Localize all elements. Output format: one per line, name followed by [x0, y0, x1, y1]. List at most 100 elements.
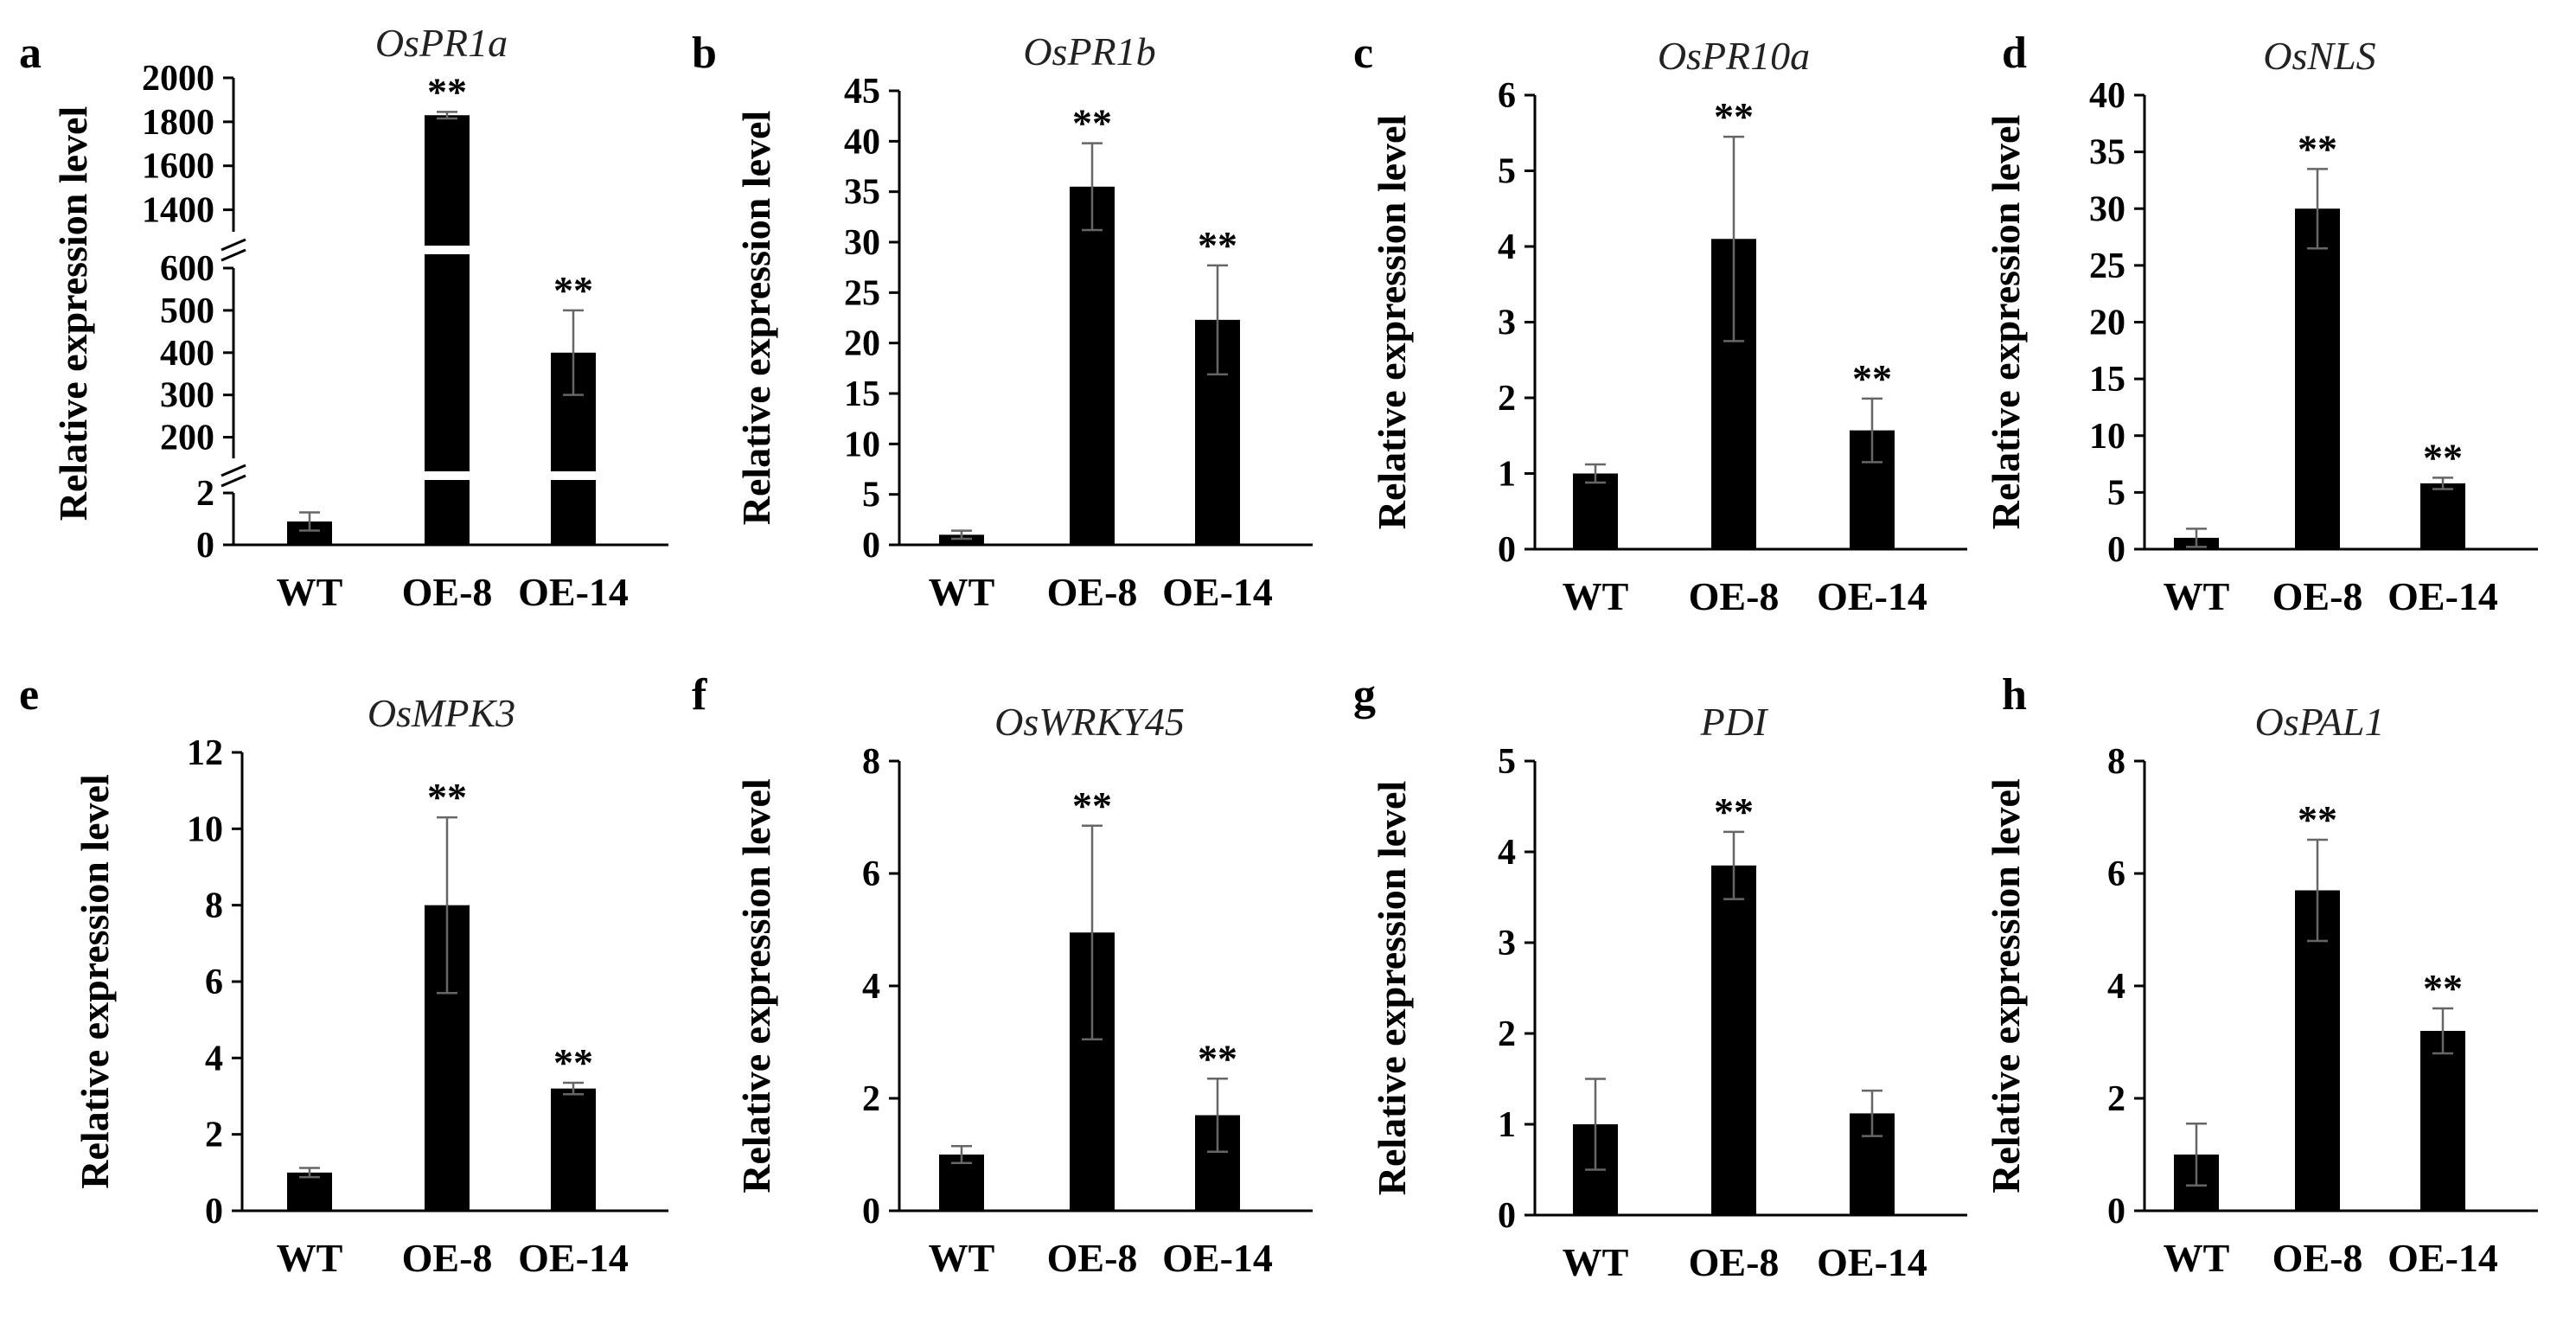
significance-mark: **	[553, 1040, 593, 1084]
y-tick-label: 20	[2089, 304, 2125, 343]
y-tick-label: 25	[2089, 246, 2125, 286]
bar-break-gap	[423, 246, 471, 254]
y-axis-label: Relative expression level	[1370, 115, 1414, 530]
x-tick-label-wt: WT	[277, 570, 343, 614]
y-tick-label: 8	[2107, 742, 2125, 782]
y-axis-label: Relative expression level	[51, 106, 95, 521]
panel-letter: c	[1353, 29, 1373, 78]
significance-mark: **	[1714, 94, 1754, 138]
panel-b: b OsPR1b Relative expression level WT OE-8 OE…	[692, 29, 1313, 614]
panel-letter: g	[1353, 670, 1376, 720]
panel-h: h OsPAL1 Relative expression level WT OE-8 OE…	[1984, 670, 2538, 1280]
x-tick-label-wt: WT	[2164, 1236, 2230, 1280]
x-tick-label-oe-14: OE-14	[2387, 1236, 2498, 1280]
significance-mark: **	[1072, 101, 1112, 145]
significance-mark: **	[1852, 356, 1892, 400]
panel-letter: a	[19, 29, 42, 78]
y-tick-label: 4	[1498, 833, 1516, 873]
y-tick-label: 6	[862, 854, 880, 894]
y-tick-label: 25	[844, 273, 880, 313]
x-tick-label-oe-14: OE-14	[518, 570, 629, 614]
x-tick-label-wt: WT	[277, 1236, 343, 1280]
y-tick-label: 4	[2107, 967, 2125, 1007]
y-tick-label: 4	[862, 967, 880, 1007]
significance-mark: **	[2423, 435, 2463, 479]
y-tick-label: 1600	[142, 147, 214, 187]
significance-mark: **	[1714, 790, 1754, 834]
y-tick-label: 35	[844, 173, 880, 213]
x-tick-label-oe-14: OE-14	[1162, 1236, 1273, 1280]
y-tick-label: 1400	[142, 191, 214, 231]
bar-oe-14	[2420, 483, 2465, 549]
panel-letter: h	[2002, 670, 2027, 720]
x-tick-label-wt: WT	[2164, 574, 2230, 618]
y-tick-label: 1	[1498, 1105, 1516, 1145]
y-tick-label: 8	[205, 886, 223, 926]
y-tick-label: 4	[205, 1039, 223, 1078]
panel-letter: d	[2002, 29, 2027, 78]
y-tick-label: 20	[844, 324, 880, 364]
y-tick-label: 10	[2089, 417, 2125, 457]
y-tick-label: 3	[1498, 304, 1516, 343]
y-tick-label: 15	[844, 374, 880, 414]
y-axis-label: Relative expression level	[1984, 115, 2028, 530]
y-tick-label: 10	[187, 809, 223, 849]
y-tick-label: 2000	[142, 59, 214, 99]
significance-mark: **	[1198, 223, 1237, 267]
x-tick-label-oe-8: OE-8	[2272, 1236, 2363, 1280]
x-tick-label-oe-8: OE-8	[1047, 570, 1138, 614]
y-tick-label: 0	[1498, 1196, 1516, 1236]
x-tick-label-oe-14: OE-14	[1162, 570, 1273, 614]
bar-oe-8	[1711, 865, 1756, 1215]
panel-letter: b	[692, 29, 717, 78]
bar-wt	[287, 1172, 332, 1211]
y-tick-label: 1	[1498, 455, 1516, 495]
y-tick-label: 12	[187, 733, 223, 773]
x-tick-label-wt: WT	[1563, 1240, 1629, 1284]
y-tick-label: 2	[1498, 379, 1516, 419]
y-tick-label: 0	[2107, 530, 2125, 570]
y-tick-label: 0	[862, 526, 880, 566]
y-tick-label: 500	[160, 291, 214, 331]
significance-mark: **	[427, 69, 467, 113]
x-tick-label-oe-8: OE-8	[2272, 574, 2363, 618]
y-tick-label: 6	[1498, 76, 1516, 116]
y-tick-label: 600	[160, 249, 214, 289]
panel-c: c OsPR10a Relative expression level WT OE-8 O…	[1353, 29, 1967, 618]
panel-g: g PDI Relative expression level WT OE-8 OE-14…	[1353, 670, 1967, 1284]
y-tick-label: 6	[205, 963, 223, 1002]
y-axis-label: Relative expression level	[734, 111, 778, 526]
bar-oe-8	[1070, 186, 1115, 546]
y-tick-label: 5	[2107, 473, 2125, 513]
y-tick-label: 40	[2089, 76, 2125, 116]
x-tick-label-oe-14: OE-14	[1817, 574, 1927, 618]
x-tick-label-wt: WT	[929, 570, 995, 614]
x-tick-label-oe-8: OE-8	[402, 570, 493, 614]
y-axis-label: Relative expression level	[734, 778, 778, 1193]
y-tick-label: 10	[844, 425, 880, 464]
y-tick-label: 2	[205, 1116, 223, 1155]
y-tick-label: 15	[2089, 360, 2125, 400]
y-axis-label: Relative expression level	[1370, 781, 1414, 1196]
y-tick-label: 5	[1498, 152, 1516, 192]
bar-wt	[1573, 473, 1618, 549]
y-tick-label: 0	[862, 1192, 880, 1232]
bar-oe-8	[425, 115, 470, 545]
y-tick-label: 400	[160, 334, 214, 374]
axis-break-mark	[221, 238, 246, 252]
y-tick-label: 35	[2089, 133, 2125, 173]
y-tick-label: 8	[862, 742, 880, 782]
y-axis-label: Relative expression level	[73, 774, 117, 1189]
axis-break-mark	[221, 248, 246, 262]
x-tick-label-oe-8: OE-8	[402, 1236, 493, 1280]
x-tick-label-oe-8: OE-8	[1689, 574, 1780, 618]
x-tick-label-wt: WT	[1563, 574, 1629, 618]
bar-oe-14	[2420, 1031, 2465, 1211]
chart-title: OsPR1a	[375, 21, 508, 65]
x-tick-label-oe-14: OE-14	[1817, 1240, 1927, 1284]
y-tick-label: 200	[160, 419, 214, 458]
panel-f: f OsWRKY45 Relative expression level WT OE-8…	[692, 670, 1313, 1280]
panel-letter: e	[19, 670, 39, 720]
y-tick-label: 45	[844, 72, 880, 112]
